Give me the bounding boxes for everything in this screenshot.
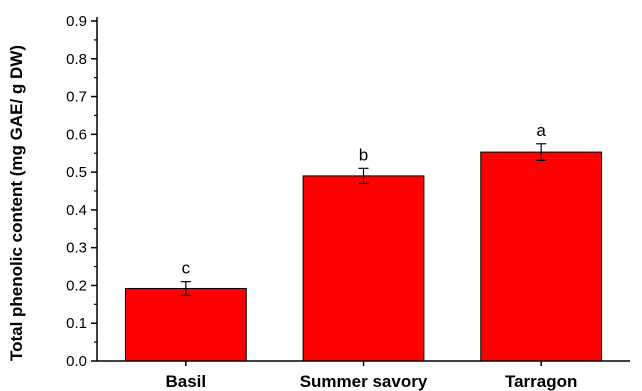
y-tick-label: 0.2 xyxy=(66,277,87,294)
bars-group: c b a xyxy=(124,121,603,362)
y-tick-label: 0.6 xyxy=(66,126,87,143)
y-axis-title: Total phenolic content (mg GAE/ g DW) xyxy=(7,45,26,361)
x-category-label: Summer savory xyxy=(300,372,428,391)
y-tick-label: 0.8 xyxy=(66,51,87,68)
significance-letter: c xyxy=(182,259,191,278)
x-category-label: Tarragon xyxy=(505,372,577,391)
bar xyxy=(124,287,247,362)
x-axis-labels: Basil Summer savory Tarragon xyxy=(166,361,577,391)
y-axis-ticks: 0.0 0.1 0.2 0.3 0.4 0.5 0.6 0.7 0.8 0.9 xyxy=(66,13,97,370)
y-tick-label: 0.9 xyxy=(66,13,87,30)
significance-letter: b xyxy=(359,145,368,164)
y-tick-label: 0.4 xyxy=(66,202,87,219)
significance-letter: a xyxy=(536,121,546,140)
y-tick-label: 0.7 xyxy=(66,89,87,106)
y-tick-label: 0.3 xyxy=(66,240,87,257)
y-tick-label: 0.0 xyxy=(66,353,87,370)
y-tick-label: 0.1 xyxy=(66,315,87,332)
y-tick-label: 0.5 xyxy=(66,164,87,181)
x-category-label: Basil xyxy=(166,372,207,391)
bar xyxy=(302,175,425,362)
bar xyxy=(480,151,603,362)
